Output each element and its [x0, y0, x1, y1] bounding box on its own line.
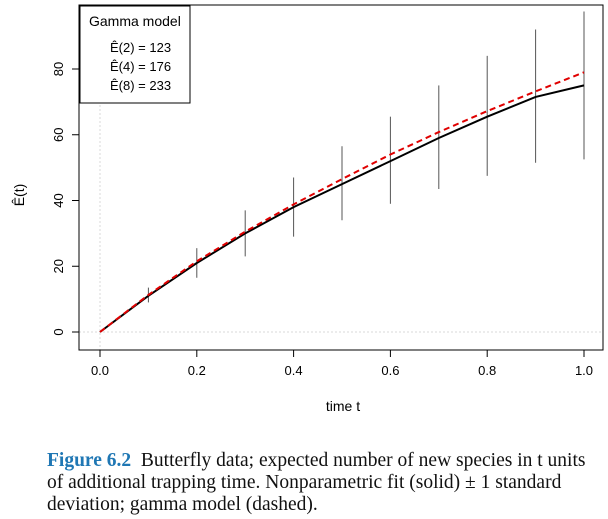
- legend-entry: Ê(4) = 176: [110, 59, 171, 74]
- x-tick-label: 0.0: [91, 363, 109, 378]
- y-axis-label: Ê(t): [11, 184, 27, 207]
- legend: Gamma model Ê(2) = 123 Ê(4) = 176 Ê(8) = 2…: [79, 5, 191, 104]
- figure-caption: Figure 6.2 Butterfly data; expected numb…: [47, 450, 592, 516]
- plot-frame: [78, 4, 604, 351]
- gamma-model-line: [99, 71, 585, 333]
- caption-label: Figure 6.2: [47, 450, 132, 471]
- y-axis: 0 20 40 60 80: [51, 62, 79, 336]
- x-tick-label: 1.0: [575, 363, 593, 378]
- x-axis: 0.0 0.2 0.4 0.6 0.8 1.0: [91, 350, 593, 378]
- error-bars: [147, 11, 585, 303]
- x-tick-label: 0.4: [285, 363, 303, 378]
- y-tick-label: 20: [51, 259, 66, 273]
- legend-title: Gamma model: [89, 13, 181, 29]
- y-tick-label: 60: [51, 128, 66, 142]
- nonparametric-fit-line: [99, 84, 585, 333]
- series: [99, 71, 585, 333]
- y-tick-label: 0: [51, 328, 66, 335]
- y-tick-label: 80: [51, 62, 66, 76]
- legend-entry: Ê(2) = 123: [110, 40, 171, 55]
- legend-box: [79, 5, 191, 104]
- x-axis-label: time t: [326, 398, 360, 414]
- legend-entry: Ê(8) = 233: [110, 78, 171, 93]
- chart-figure: 0.0 0.2 0.4 0.6 0.8 1.0 0 20 40 60 80 time t Ê(t)…: [11, 4, 604, 414]
- legend-entries: Ê(2) = 123 Ê(4) = 176 Ê(8) = 233: [110, 40, 171, 93]
- x-tick-label: 0.6: [381, 363, 399, 378]
- caption-text: Butterfly data; expected number of new s…: [47, 450, 586, 515]
- x-tick-label: 0.2: [188, 363, 206, 378]
- y-tick-label: 40: [51, 193, 66, 207]
- x-tick-label: 0.8: [478, 363, 496, 378]
